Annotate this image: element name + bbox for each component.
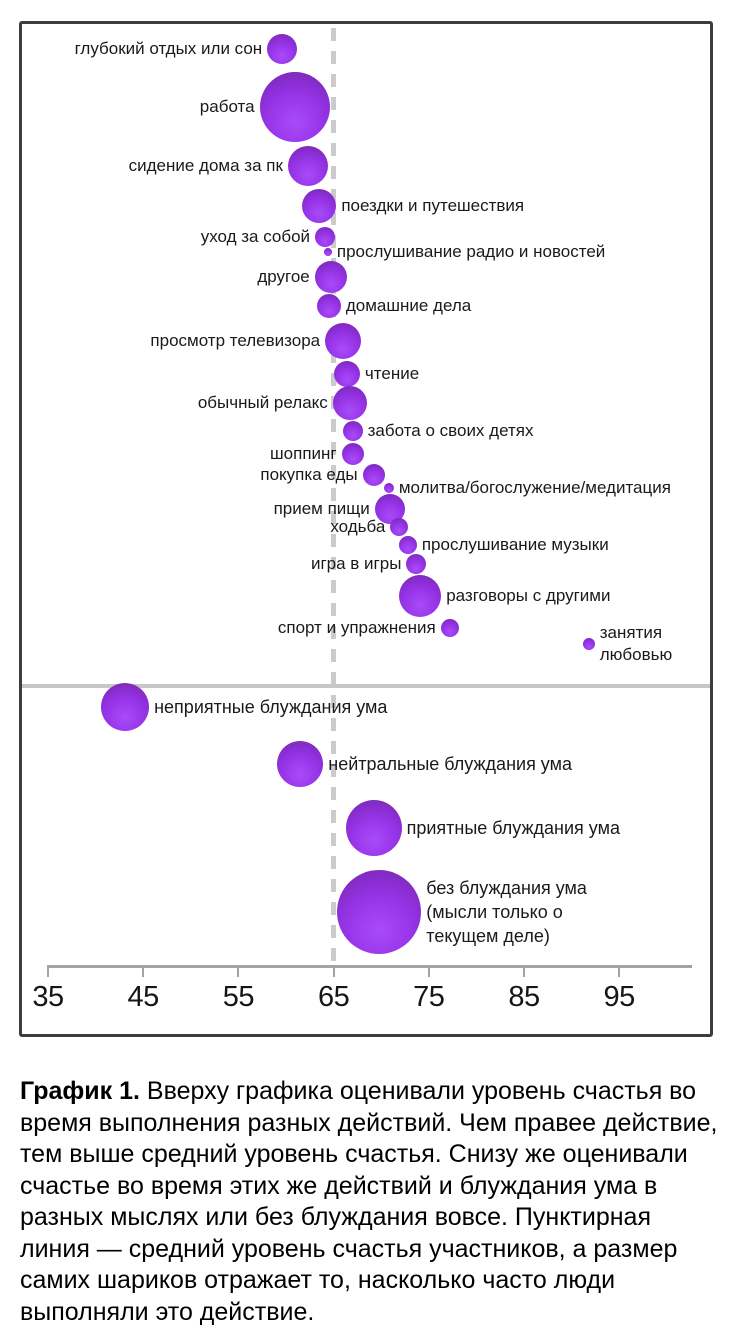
- bubble-label: прослушивание радио и новостей: [336, 242, 606, 261]
- x-axis-tick-label: 65: [317, 981, 350, 1013]
- x-axis-tick: [47, 965, 49, 977]
- bubble-label: прослушивание музыки: [421, 535, 609, 554]
- x-axis-tick: [427, 965, 430, 977]
- x-axis-line: [48, 965, 692, 968]
- bubble-label: неприятные блуждания ума: [154, 697, 388, 717]
- bubble-label: другое: [257, 267, 310, 286]
- bubble-label: домашние дела: [345, 296, 472, 315]
- data-bubble-activities: [267, 34, 298, 64]
- bubble-label: шоппинг: [270, 444, 337, 463]
- data-bubble-mind_wandering: [345, 800, 402, 856]
- data-bubble-activities: [398, 536, 417, 554]
- bubble-label: работа: [199, 97, 255, 116]
- data-bubble-activities: [259, 72, 330, 142]
- x-axis-tick-label: 95: [603, 981, 636, 1013]
- x-axis-tick: [618, 965, 621, 977]
- data-bubble-activities: [341, 443, 364, 465]
- data-bubble-activities: [362, 464, 385, 486]
- bubble-label: нейтральные блуждания ума: [328, 754, 572, 774]
- bubble-label: игра в игры: [310, 554, 402, 573]
- data-bubble-activities: [323, 248, 332, 256]
- bubble-label: прием пищи: [273, 499, 370, 518]
- bubble-label: чтение: [364, 364, 420, 383]
- bubble-label: просмотр телевизора: [150, 331, 321, 350]
- data-bubble-activities: [287, 146, 328, 186]
- figure-caption: График 1. Вверху графика оценивали урове…: [20, 1076, 720, 1328]
- mean-happiness-dashed-line: [331, 28, 337, 965]
- data-bubble-activities: [302, 189, 337, 223]
- x-axis-tick: [237, 965, 240, 977]
- data-bubble-activities: [399, 575, 442, 617]
- data-bubble-activities: [315, 227, 336, 247]
- plot-area: 35 45 55 65 75 85 95 глубокий отдых или сон рабо…: [22, 24, 710, 1034]
- x-axis-tick-label: 75: [413, 981, 445, 1013]
- bubble-label: обычный релакс: [197, 393, 328, 412]
- bubble-label: уход за собой: [200, 227, 311, 246]
- bubble-label: молитва/богослужение/медитация: [398, 478, 671, 497]
- data-bubble-mind_wandering: [101, 683, 150, 731]
- bubble-label: покупка еды: [260, 465, 358, 484]
- x-axis-tick-label: 55: [222, 981, 255, 1013]
- data-bubble-activities: [314, 261, 347, 293]
- bubble-label: разговоры с другими: [446, 586, 611, 605]
- data-bubble-activities: [406, 554, 427, 574]
- x-axis-tick-label: 85: [508, 981, 540, 1013]
- data-bubble-activities: [333, 361, 360, 387]
- bubble-label: глубокий отдых или сон: [74, 39, 263, 58]
- section-divider: [22, 684, 710, 688]
- chart-frame: 35 45 55 65 75 85 95 глубокий отдых или сон рабо…: [19, 21, 713, 1037]
- data-bubble-activities: [316, 294, 341, 318]
- bubble-label: спорт и упражнения: [277, 618, 436, 637]
- data-bubble-activities: [325, 323, 362, 359]
- x-axis-tick: [142, 965, 145, 977]
- bubble-label: без блуждания ума (мысли только о текущем …: [426, 878, 587, 946]
- bubble-label: ходьба: [330, 517, 386, 536]
- data-bubble-activities: [582, 638, 595, 650]
- x-axis-tick-label: 35: [32, 981, 64, 1013]
- caption-body: Вверху графика оценивали уровень счастья…: [20, 1077, 718, 1326]
- bubble-label: забота о своих детях: [367, 421, 534, 440]
- x-axis-tick: [523, 965, 525, 977]
- data-bubble-mind_wandering: [337, 870, 422, 954]
- caption-prefix: График 1.: [20, 1077, 140, 1105]
- data-bubble-activities: [390, 518, 409, 536]
- bubble-label: занятия любовью: [599, 623, 673, 664]
- data-bubble-activities: [332, 386, 367, 420]
- bubble-label: приятные блуждания ума: [406, 818, 620, 838]
- bubble-label: сидение дома за пк: [128, 156, 283, 175]
- x-axis-tick-label: 45: [127, 981, 160, 1013]
- data-bubble-activities: [440, 619, 459, 637]
- data-bubble-mind_wandering: [277, 741, 324, 787]
- bubble-label: поездки и путешествия: [341, 196, 525, 215]
- x-axis-tick: [332, 965, 335, 977]
- data-bubble-activities: [383, 483, 394, 493]
- data-bubble-activities: [342, 421, 363, 441]
